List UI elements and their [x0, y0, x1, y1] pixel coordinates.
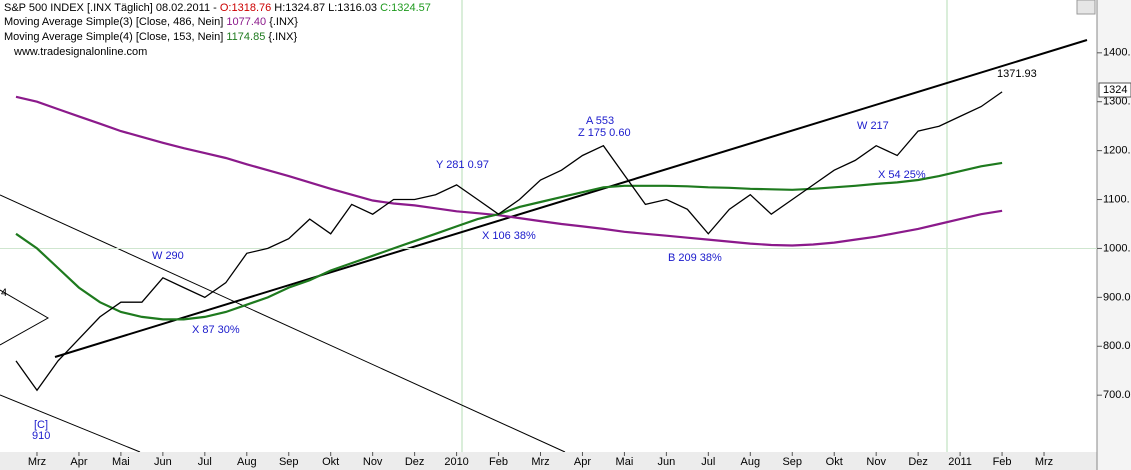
x-tick-label: Mai — [616, 456, 634, 468]
legend-entry: Moving Average Simple(4) [Close, 153, Ne… — [4, 31, 297, 43]
triangle — [0, 289, 50, 346]
annotation: X 87 30% — [192, 324, 240, 336]
annotation: Y 281 0.97 — [436, 159, 489, 171]
chart-title: S&P 500 INDEX [.INX Täglich] 08.02.2011 … — [4, 2, 431, 14]
x-tick-label: Apr — [70, 456, 87, 468]
legend-name: Moving Average Simple(4) [Close, 153, Ne… — [4, 31, 223, 43]
legend-value: 1077.40 — [226, 16, 266, 28]
scroll-button[interactable] — [1076, 0, 1096, 15]
x-tick-label: 2010 — [444, 456, 468, 468]
annotation: Z 175 0.60 — [578, 127, 631, 139]
y-tick-label: 1300. — [1103, 96, 1131, 108]
legend-entry: Moving Average Simple(3) [Close, 486, Ne… — [4, 16, 298, 28]
y-tick-label: 700.000 — [1103, 389, 1131, 401]
trend-line — [54, 39, 1088, 358]
title: S&P 500 INDEX [.INX Täglich] 08.02.2011 … — [4, 2, 217, 14]
x-axis-strip — [0, 452, 1097, 470]
annotation: 910 — [32, 430, 50, 442]
y-tick-label: 900.000 — [1103, 291, 1131, 303]
x-tick-label: Jun — [154, 456, 172, 468]
x-tick-label: Nov — [866, 456, 886, 468]
x-tick-label: Dez — [908, 456, 928, 468]
annotation: X 54 25% — [878, 169, 926, 181]
x-tick-label: Mrz — [1035, 456, 1053, 468]
annotation: A 553 — [586, 115, 614, 127]
y-tick-label: 800.000 — [1103, 340, 1131, 352]
last-price-box — [1098, 82, 1131, 98]
x-tick-label: Jul — [198, 456, 212, 468]
last-price: 1324 — [1098, 82, 1131, 98]
price-line — [15, 91, 1003, 392]
high-low: H:1324.87 L:1316.03 — [274, 2, 377, 14]
annotation: B 209 38% — [668, 252, 722, 264]
channel-line — [0, 394, 141, 453]
annotation: [C] — [34, 419, 48, 431]
x-tick-label: Aug — [237, 456, 257, 468]
annotation: 4 — [1, 287, 7, 299]
y-axis-strip — [1097, 0, 1131, 470]
y-tick-label: 1200. — [1103, 145, 1131, 157]
x-tick-label: Okt — [322, 456, 339, 468]
y-tick-label: 1400. — [1103, 47, 1131, 59]
moving-average — [15, 95, 1003, 247]
x-tick-label: Nov — [363, 456, 383, 468]
last-price-label: 1324 — [1103, 84, 1127, 96]
x-tick-label: Feb — [993, 456, 1012, 468]
channel-line — [0, 194, 566, 453]
x-tick-label: Jun — [658, 456, 676, 468]
x-tick-label: Mrz — [531, 456, 549, 468]
x-tick-label: Sep — [279, 456, 299, 468]
open: O:1318.76 — [220, 2, 271, 14]
legend-symbol: {.INX} — [268, 31, 297, 43]
y-tick-label: 1100. — [1103, 193, 1130, 205]
x-tick-label: Dez — [405, 456, 425, 468]
close: C:1324.57 — [380, 2, 431, 14]
x-tick-label: Jul — [701, 456, 715, 468]
source: www.tradesignalonline.com — [13, 46, 147, 58]
x-tick-label: Sep — [782, 456, 802, 468]
legend-value: 1174.85 — [226, 31, 265, 43]
annotation: W 217 — [857, 120, 889, 132]
x-tick-label: Okt — [826, 456, 843, 468]
moving-average — [15, 161, 1003, 321]
x-tick-label: Apr — [574, 456, 591, 468]
annotation: X 106 38% — [482, 230, 536, 242]
x-tick-label: Feb — [489, 456, 508, 468]
x-tick-label: 2011 — [948, 456, 972, 468]
x-tick-label: Mrz — [28, 456, 46, 468]
legend-symbol: {.INX} — [269, 16, 298, 28]
y-tick-label: 1000. — [1103, 242, 1131, 254]
trendline-label: 1371.93 — [997, 68, 1037, 80]
annotation: W 290 — [152, 250, 184, 262]
x-tick-label: Aug — [741, 456, 761, 468]
x-tick-label: Mai — [112, 456, 130, 468]
legend-name: Moving Average Simple(3) [Close, 486, Ne… — [4, 16, 223, 28]
